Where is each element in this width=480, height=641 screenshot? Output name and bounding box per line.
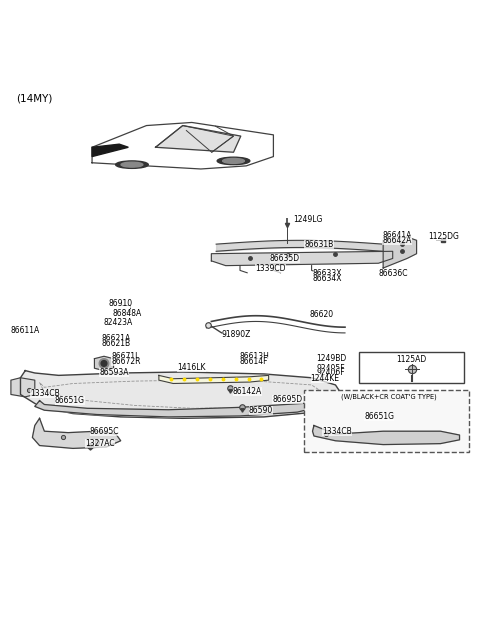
Polygon shape	[383, 237, 417, 268]
Text: 86590: 86590	[249, 406, 273, 415]
Bar	[360, 351, 464, 383]
Text: 92405F: 92405F	[316, 363, 345, 372]
Text: 86633X: 86633X	[312, 269, 342, 278]
Text: 86641A: 86641A	[382, 231, 411, 240]
Text: 1327AC: 1327AC	[85, 439, 115, 448]
Polygon shape	[92, 144, 128, 156]
Text: 86671L: 86671L	[111, 352, 140, 361]
Text: 1416LK: 1416LK	[177, 363, 205, 372]
Bar	[304, 390, 469, 452]
Text: 1125DG: 1125DG	[429, 232, 459, 241]
Text: 86621B: 86621B	[102, 339, 131, 348]
Text: 86613H: 86613H	[240, 352, 270, 361]
Polygon shape	[11, 378, 35, 397]
Polygon shape	[312, 426, 459, 445]
Text: 1334CB: 1334CB	[30, 388, 60, 397]
Text: 86651G: 86651G	[364, 412, 394, 421]
Text: 86634X: 86634X	[312, 274, 342, 283]
Text: 1334CB: 1334CB	[322, 427, 352, 436]
Text: 86672R: 86672R	[111, 356, 141, 365]
Text: 86142A: 86142A	[233, 387, 262, 395]
Circle shape	[101, 361, 107, 366]
Text: 1249LG: 1249LG	[293, 215, 323, 224]
Text: 86642A: 86642A	[382, 236, 411, 245]
Ellipse shape	[223, 158, 244, 163]
Text: (W/BLACK+CR COAT'G TYPE): (W/BLACK+CR COAT'G TYPE)	[341, 393, 437, 399]
Polygon shape	[156, 126, 241, 152]
Text: 82423A: 82423A	[104, 319, 133, 328]
Polygon shape	[159, 376, 269, 383]
Text: 86614F: 86614F	[240, 356, 268, 365]
Text: 1249BD: 1249BD	[316, 354, 347, 363]
Text: 86695D: 86695D	[273, 395, 302, 404]
Ellipse shape	[116, 161, 148, 169]
Text: 86651G: 86651G	[55, 396, 85, 405]
Text: 1244KE: 1244KE	[311, 374, 340, 383]
Text: 86611A: 86611A	[11, 326, 40, 335]
Polygon shape	[211, 251, 393, 265]
Text: 86695C: 86695C	[90, 427, 119, 436]
Text: 86620: 86620	[309, 310, 333, 319]
Polygon shape	[33, 419, 120, 449]
Polygon shape	[21, 370, 345, 419]
Polygon shape	[35, 401, 321, 417]
Text: 91890Z: 91890Z	[222, 330, 251, 339]
Text: 1339CD: 1339CD	[255, 265, 286, 274]
Text: 86636C: 86636C	[378, 269, 408, 278]
Ellipse shape	[121, 162, 143, 167]
Text: (14MY): (14MY)	[16, 94, 52, 104]
Text: 86631B: 86631B	[304, 240, 334, 249]
Ellipse shape	[217, 157, 250, 165]
Text: 86910: 86910	[109, 299, 133, 308]
Text: 92406F: 92406F	[316, 369, 345, 378]
Circle shape	[99, 359, 109, 368]
Text: 86635D: 86635D	[270, 254, 300, 263]
Text: 1125AD: 1125AD	[396, 355, 427, 364]
Text: 86593A: 86593A	[99, 367, 129, 376]
Text: 86621A: 86621A	[102, 334, 131, 343]
Text: 86848A: 86848A	[112, 309, 141, 318]
Polygon shape	[95, 356, 114, 370]
